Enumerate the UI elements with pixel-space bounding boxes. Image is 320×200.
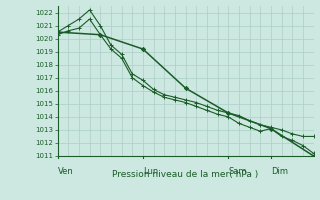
Text: Lun: Lun (143, 167, 158, 176)
Text: Ven: Ven (58, 167, 73, 176)
Text: Sam: Sam (228, 167, 247, 176)
Text: Dim: Dim (271, 167, 288, 176)
X-axis label: Pression niveau de la mer( hPa ): Pression niveau de la mer( hPa ) (112, 170, 259, 179)
